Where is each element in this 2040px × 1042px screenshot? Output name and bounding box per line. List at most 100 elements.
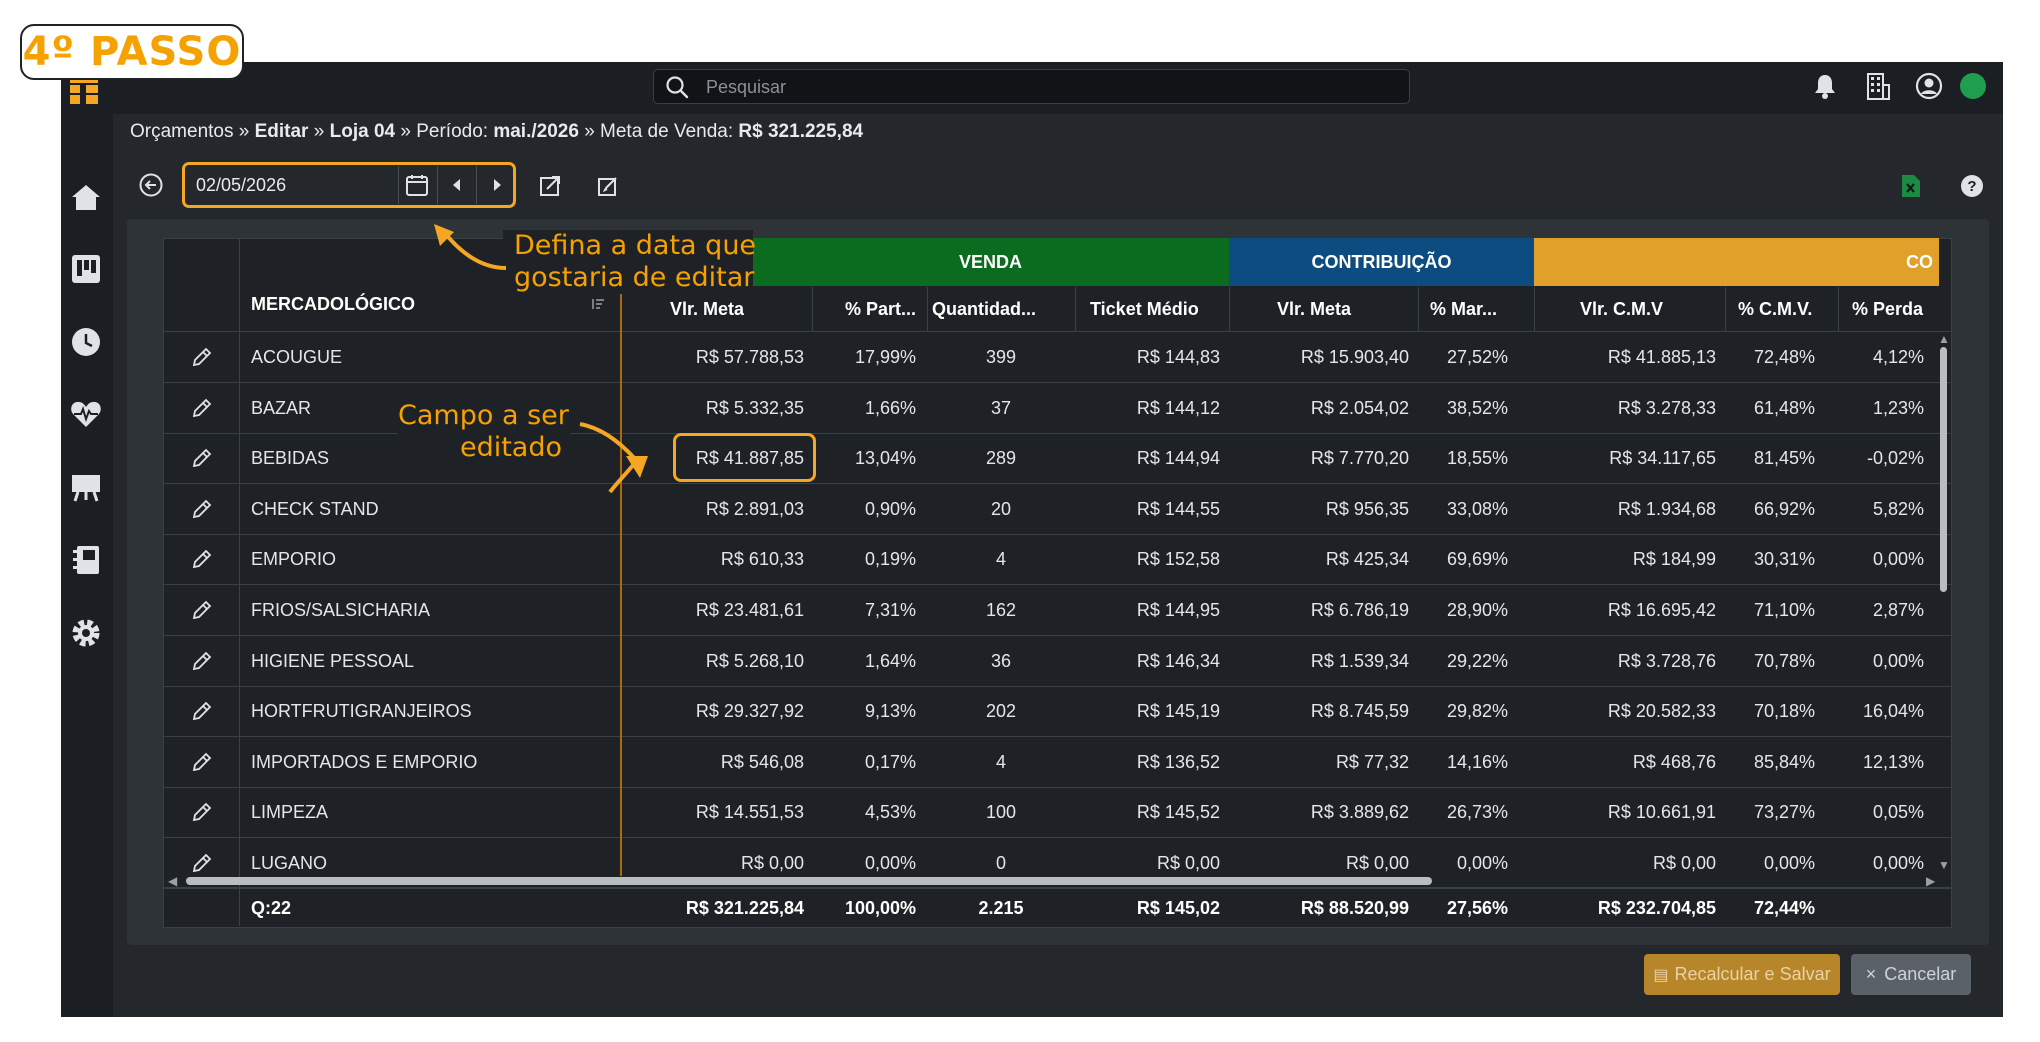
excel-icon[interactable] xyxy=(1900,173,1922,199)
user-circle-icon[interactable] xyxy=(1914,71,1944,101)
pencil-icon[interactable] xyxy=(191,650,213,672)
edit-box-icon[interactable] xyxy=(596,174,620,198)
cell-cmv: R$ 3.278,33 xyxy=(1617,398,1716,418)
search-input[interactable]: Pesquisar xyxy=(653,69,1410,104)
grid-line xyxy=(812,287,813,331)
grid-line xyxy=(163,888,1952,889)
cell-qtd: 0 xyxy=(995,853,1006,873)
cell-ticket: R$ 144,55 xyxy=(1136,499,1220,519)
col-header-vlr-meta[interactable]: Vlr. Meta xyxy=(669,299,744,319)
cell-part: 17,99% xyxy=(854,347,916,367)
grid-line xyxy=(163,331,1952,332)
grid-line xyxy=(163,686,1952,687)
help-icon[interactable]: ? xyxy=(1960,174,1984,198)
pencil-icon[interactable] xyxy=(191,397,213,419)
pencil-icon[interactable] xyxy=(191,801,213,823)
pencil-icon[interactable] xyxy=(191,599,213,621)
cell-margem: 33,08% xyxy=(1446,499,1508,519)
cell-margem: 28,90% xyxy=(1446,600,1508,620)
sort-icon[interactable] xyxy=(590,296,606,312)
pencil-icon[interactable] xyxy=(191,346,213,368)
col-header-pct-cmv[interactable]: % C.M.V. xyxy=(1738,299,1813,319)
col-header-vlr-cmv[interactable]: Vlr. C.M.V xyxy=(1580,299,1664,319)
cell-pct-cmv: 61,48% xyxy=(1753,398,1815,418)
breadcrumb-sep: » xyxy=(313,121,325,142)
back-icon[interactable] xyxy=(138,172,164,198)
total-margem: 27,56% xyxy=(1446,898,1508,918)
annotation-field-line2: editado xyxy=(459,432,562,463)
cell-contrib: R$ 3.889,62 xyxy=(1310,802,1409,822)
grid-line xyxy=(1534,287,1535,331)
cancel-button[interactable]: × Cancelar xyxy=(1851,954,1971,995)
pencil-icon[interactable] xyxy=(191,498,213,520)
col-header-margem[interactable]: % Mar... xyxy=(1430,299,1498,319)
scroll-up-icon[interactable]: ▲ xyxy=(1938,332,1950,346)
edit-field-highlight xyxy=(673,433,816,482)
calendar-icon[interactable] xyxy=(405,173,429,197)
cell-cmv: R$ 468,76 xyxy=(1632,752,1716,772)
col-header-mercadologico[interactable]: MERCADOLÓGICO xyxy=(251,294,415,314)
breadcrumb: Orçamentos » Editar » Loja 04 » Período:… xyxy=(130,120,863,144)
prev-icon[interactable] xyxy=(447,175,467,195)
breadcrumb-orcamentos[interactable]: Orçamentos » xyxy=(130,121,250,142)
vertical-scrollbar[interactable] xyxy=(1940,347,1947,592)
grid-line xyxy=(163,887,1952,888)
pencil-icon[interactable] xyxy=(191,447,213,469)
cell-vlr-meta[interactable]: R$ 610,33 xyxy=(720,549,804,569)
scroll-right-icon[interactable]: ▶ xyxy=(1926,874,1936,888)
cell-perda: 0,05% xyxy=(1872,802,1924,822)
cell-vlr-meta[interactable]: R$ 29.327,92 xyxy=(695,701,804,721)
easel-icon[interactable] xyxy=(69,470,103,504)
clock-icon[interactable] xyxy=(69,325,103,359)
grid-line xyxy=(1725,287,1726,331)
cell-part: 9,13% xyxy=(864,701,916,721)
horizontal-scrollbar[interactable] xyxy=(186,877,1432,885)
cell-margem: 27,52% xyxy=(1446,347,1508,367)
col-header-quantidade[interactable]: Quantidad... xyxy=(932,299,1037,319)
cell-vlr-meta[interactable]: R$ 546,08 xyxy=(720,752,804,772)
cell-contrib: R$ 1.539,34 xyxy=(1310,651,1409,671)
col-header-part[interactable]: % Part... xyxy=(844,299,916,319)
date-divider xyxy=(398,166,399,204)
kanban-icon[interactable] xyxy=(69,252,103,286)
notebook-icon[interactable] xyxy=(69,543,103,577)
cell-vlr-meta[interactable]: R$ 41.887,85 xyxy=(695,448,804,468)
pencil-icon[interactable] xyxy=(191,852,213,874)
breadcrumb-meta-value: R$ 321.225,84 xyxy=(738,121,864,142)
grid-line xyxy=(1075,287,1076,331)
pencil-icon[interactable] xyxy=(191,548,213,570)
cell-vlr-meta[interactable]: R$ 14.551,53 xyxy=(695,802,804,822)
heart-pulse-icon[interactable] xyxy=(69,397,103,431)
cell-vlr-meta[interactable]: R$ 5.268,10 xyxy=(705,651,804,671)
cell-ticket: R$ 144,94 xyxy=(1136,448,1220,468)
gear-icon[interactable] xyxy=(69,616,103,650)
col-header-perda[interactable]: % Perda xyxy=(1852,299,1924,319)
breadcrumb-loja: Loja 04 xyxy=(329,121,396,142)
building-icon[interactable] xyxy=(1863,71,1893,101)
date-input[interactable]: 02/05/2026 xyxy=(196,175,287,195)
pencil-icon[interactable] xyxy=(191,700,213,722)
cell-vlr-meta[interactable]: R$ 2.891,03 xyxy=(705,499,804,519)
cell-contrib: R$ 15.903,40 xyxy=(1300,347,1409,367)
cell-perda: 0,00% xyxy=(1872,853,1924,873)
export-icon[interactable] xyxy=(538,174,562,198)
cell-part: 0,90% xyxy=(864,499,916,519)
next-icon[interactable] xyxy=(487,175,507,195)
col-header-contrib-meta[interactable]: Vlr. Meta xyxy=(1277,299,1352,319)
cell-vlr-meta[interactable]: R$ 23.481,61 xyxy=(695,600,804,620)
date-divider xyxy=(476,166,477,204)
pencil-icon[interactable] xyxy=(191,751,213,773)
annotation-backdrop xyxy=(398,400,570,466)
col-header-ticket[interactable]: Ticket Médio xyxy=(1090,299,1198,319)
scroll-down-icon[interactable]: ▼ xyxy=(1938,858,1950,872)
cell-vlr-meta[interactable]: R$ 5.332,35 xyxy=(705,398,804,418)
home-icon[interactable] xyxy=(69,180,103,214)
bell-icon[interactable] xyxy=(1810,71,1840,101)
cell-vlr-meta[interactable]: R$ 57.788,53 xyxy=(695,347,804,367)
cell-vlr-meta[interactable]: R$ 0,00 xyxy=(740,853,804,873)
grid-line xyxy=(163,787,1952,788)
scroll-left-icon[interactable]: ◀ xyxy=(168,874,178,888)
recalculate-save-button[interactable]: ▤ Recalcular e Salvar xyxy=(1644,954,1840,995)
cell-mercadologico: ACOUGUE xyxy=(251,347,343,367)
cell-perda: 1,23% xyxy=(1872,398,1924,418)
